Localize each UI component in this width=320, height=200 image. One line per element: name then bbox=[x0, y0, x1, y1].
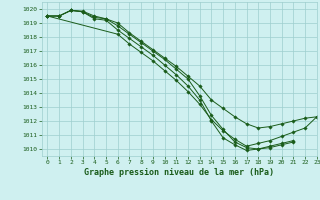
X-axis label: Graphe pression niveau de la mer (hPa): Graphe pression niveau de la mer (hPa) bbox=[84, 168, 274, 177]
